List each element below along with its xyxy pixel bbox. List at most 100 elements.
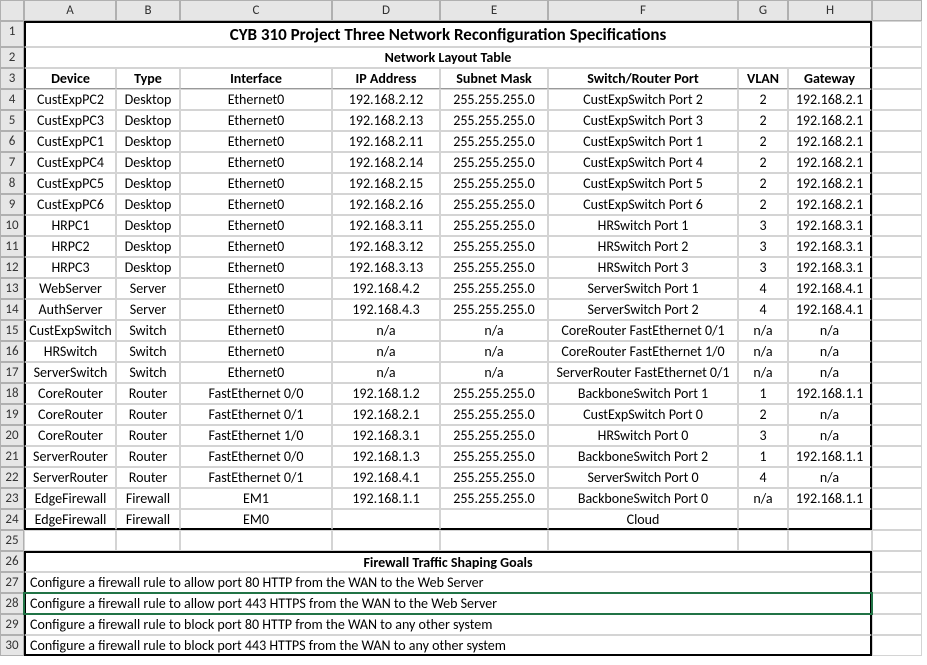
table-cell[interactable]: Ethernet0 (180, 152, 332, 173)
row-header-8[interactable]: 8 (0, 173, 24, 194)
empty-cell[interactable] (872, 89, 922, 110)
row-header-1[interactable]: 1 (0, 21, 24, 47)
empty-cell[interactable] (872, 173, 922, 194)
row-header-21[interactable]: 21 (0, 446, 24, 467)
table-cell[interactable]: 255.255.255.0 (440, 383, 548, 404)
table-cell[interactable]: 2 (738, 173, 788, 194)
table-cell[interactable]: n/a (738, 341, 788, 362)
table-cell[interactable]: 2 (738, 194, 788, 215)
column-header-H[interactable]: H (788, 0, 872, 21)
table-cell[interactable]: ServerSwitch Port 1 (548, 278, 738, 299)
table-cell[interactable]: 255.255.255.0 (440, 89, 548, 110)
table-cell[interactable]: n/a (738, 362, 788, 383)
table-cell[interactable]: 255.255.255.0 (440, 446, 548, 467)
empty-cell[interactable] (872, 278, 922, 299)
section-header-firewall-goals[interactable]: Firewall Traffic Shaping Goals (24, 551, 872, 572)
empty-cell[interactable] (872, 614, 922, 635)
row-header-11[interactable]: 11 (0, 236, 24, 257)
table-cell[interactable]: FastEthernet 0/0 (180, 383, 332, 404)
empty-cell[interactable] (872, 383, 922, 404)
table-cell[interactable]: BackboneSwitch Port 1 (548, 383, 738, 404)
row-header-30[interactable]: 30 (0, 635, 24, 656)
table-cell[interactable] (440, 509, 548, 530)
table-cell[interactable]: n/a (788, 467, 872, 488)
table-cell[interactable]: CoreRouter FastEthernet 0/1 (548, 320, 738, 341)
table-cell[interactable]: Firewall (116, 509, 180, 530)
table-cell[interactable]: ServerSwitch Port 2 (548, 299, 738, 320)
empty-cell[interactable] (872, 194, 922, 215)
table-header[interactable]: Type (116, 68, 180, 89)
firewall-goal-row[interactable]: Configure a firewall rule to block port … (24, 614, 872, 635)
table-cell[interactable]: Ethernet0 (180, 215, 332, 236)
empty-cell[interactable] (872, 593, 922, 614)
table-cell[interactable]: 192.168.2.1 (788, 194, 872, 215)
table-cell[interactable]: 3 (738, 236, 788, 257)
page-title[interactable]: CYB 310 Project Three Network Reconfigur… (24, 21, 872, 47)
empty-cell[interactable] (332, 530, 440, 551)
table-cell[interactable]: 3 (738, 215, 788, 236)
table-cell[interactable]: 2 (738, 404, 788, 425)
table-cell[interactable]: 255.255.255.0 (440, 488, 548, 509)
row-header-26[interactable]: 26 (0, 551, 24, 572)
table-cell[interactable]: n/a (788, 320, 872, 341)
table-cell[interactable]: 255.255.255.0 (440, 173, 548, 194)
table-cell[interactable]: Desktop (116, 131, 180, 152)
table-cell[interactable] (332, 509, 440, 530)
empty-cell[interactable] (116, 530, 180, 551)
table-cell[interactable]: 3 (738, 257, 788, 278)
table-cell[interactable]: Router (116, 404, 180, 425)
table-cell[interactable]: n/a (788, 341, 872, 362)
row-header-23[interactable]: 23 (0, 488, 24, 509)
table-cell[interactable]: CoreRouter (24, 383, 116, 404)
table-cell[interactable]: FastEthernet 0/1 (180, 404, 332, 425)
table-cell[interactable]: 4 (738, 278, 788, 299)
row-header-9[interactable]: 9 (0, 194, 24, 215)
table-cell[interactable]: 2 (738, 131, 788, 152)
table-cell[interactable]: WebServer (24, 278, 116, 299)
row-header-2[interactable]: 2 (0, 47, 24, 68)
table-cell[interactable]: CustExpSwitch Port 3 (548, 110, 738, 131)
empty-cell[interactable] (872, 257, 922, 278)
table-cell[interactable]: CustExpPC3 (24, 110, 116, 131)
table-cell[interactable]: 192.168.2.11 (332, 131, 440, 152)
table-cell[interactable]: 192.168.4.3 (332, 299, 440, 320)
table-cell[interactable]: Desktop (116, 194, 180, 215)
table-cell[interactable]: HRPC1 (24, 215, 116, 236)
table-cell[interactable]: 4 (738, 467, 788, 488)
table-cell[interactable]: Router (116, 383, 180, 404)
table-cell[interactable]: EdgeFirewall (24, 509, 116, 530)
table-header[interactable]: IP Address (332, 68, 440, 89)
table-cell[interactable]: Ethernet0 (180, 320, 332, 341)
table-cell[interactable]: CustExpSwitch Port 5 (548, 173, 738, 194)
table-cell[interactable]: Ethernet0 (180, 236, 332, 257)
table-cell[interactable]: Desktop (116, 152, 180, 173)
empty-cell[interactable] (872, 110, 922, 131)
table-cell[interactable]: 255.255.255.0 (440, 257, 548, 278)
empty-cell[interactable] (788, 530, 872, 551)
table-cell[interactable]: Router (116, 425, 180, 446)
table-cell[interactable]: 192.168.2.1 (332, 404, 440, 425)
table-header[interactable]: Gateway (788, 68, 872, 89)
table-cell[interactable]: 192.168.2.14 (332, 152, 440, 173)
table-cell[interactable]: 192.168.3.1 (332, 425, 440, 446)
row-header-5[interactable]: 5 (0, 110, 24, 131)
table-cell[interactable]: 192.168.2.12 (332, 89, 440, 110)
table-cell[interactable]: FastEthernet 1/0 (180, 425, 332, 446)
table-cell[interactable]: 255.255.255.0 (440, 215, 548, 236)
table-cell[interactable]: n/a (332, 341, 440, 362)
table-cell[interactable]: Ethernet0 (180, 89, 332, 110)
row-header-19[interactable]: 19 (0, 404, 24, 425)
table-cell[interactable]: 192.168.2.13 (332, 110, 440, 131)
table-cell[interactable]: n/a (440, 362, 548, 383)
table-cell[interactable]: 192.168.4.2 (332, 278, 440, 299)
column-header-E[interactable]: E (440, 0, 548, 21)
table-cell[interactable]: Desktop (116, 173, 180, 194)
row-header-24[interactable]: 24 (0, 509, 24, 530)
table-cell[interactable]: 255.255.255.0 (440, 467, 548, 488)
empty-cell[interactable] (872, 467, 922, 488)
table-cell[interactable]: Desktop (116, 110, 180, 131)
table-cell[interactable]: n/a (332, 320, 440, 341)
column-header-extra[interactable] (872, 0, 922, 21)
table-cell[interactable]: HRSwitch (24, 341, 116, 362)
table-cell[interactable]: Ethernet0 (180, 362, 332, 383)
